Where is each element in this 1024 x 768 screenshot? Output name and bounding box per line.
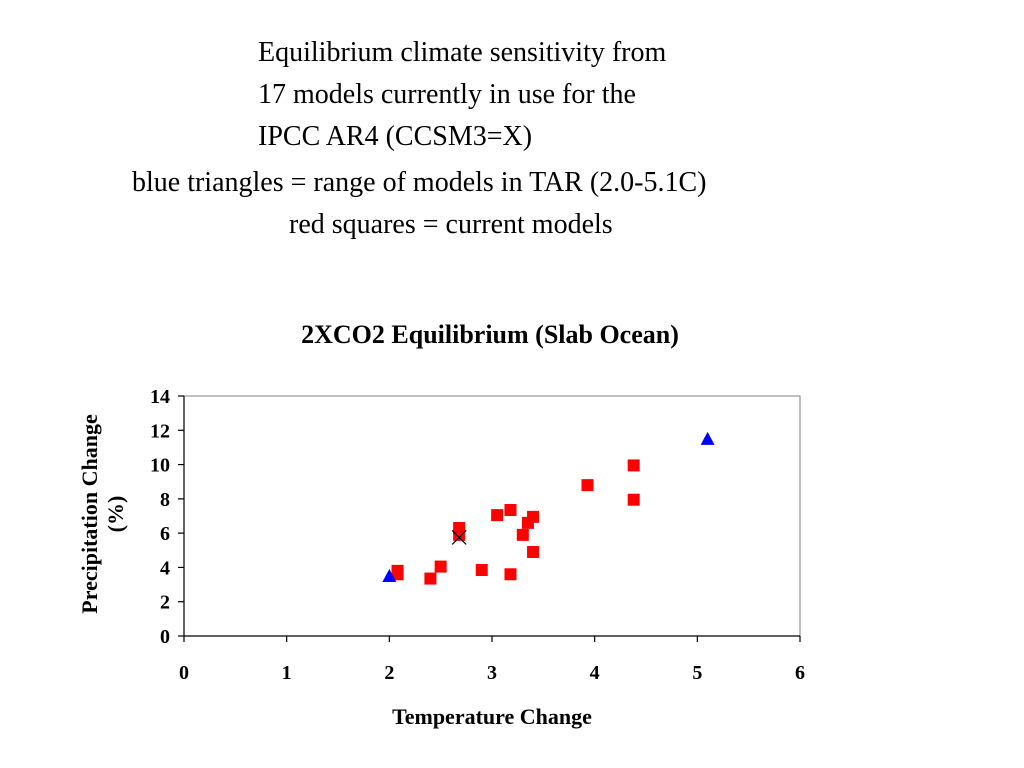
blue-triangle-point: [700, 431, 715, 445]
red-square-point: [516, 528, 529, 541]
red-square-point: [627, 493, 640, 506]
chart-title: 2XCO2 Equilibrium (Slab Ocean): [301, 320, 679, 349]
data-points: [382, 431, 715, 585]
red-square-point: [453, 528, 466, 541]
y-tick-label: 0: [160, 626, 170, 648]
red-square-point: [504, 568, 517, 581]
y-axis-label: Precipitation Change (%): [77, 414, 128, 614]
y-tick-label: 4: [160, 557, 170, 579]
red-square-point: [475, 564, 488, 576]
x-tick-label: 6: [795, 662, 805, 684]
y-axis-label-line-2: (%): [103, 496, 128, 533]
y-tick-label: 14: [150, 386, 170, 408]
x-tick-label: 1: [282, 662, 292, 684]
red-square-point: [391, 568, 404, 581]
red-square-point: [627, 459, 640, 472]
slide-title-line-1: Equilibrium climate sensitivity from: [258, 37, 667, 68]
red-square-point: [504, 504, 517, 516]
red-square-point: [527, 510, 540, 523]
x-tick-label: 2: [384, 662, 394, 684]
x-tick-label: 4: [590, 662, 600, 684]
y-tick-label: 10: [150, 455, 170, 477]
y-axis-label-line-1: Precipitation Change: [77, 414, 102, 614]
slide-note-line-1: blue triangles = range of models in TAR …: [132, 167, 707, 198]
slide-title-line-2: 17 models currently in use for the: [258, 79, 636, 110]
y-tick-label: 2: [160, 592, 170, 614]
red-square-point: [434, 560, 447, 573]
y-tick-label: 12: [150, 420, 170, 442]
x-tick-label: 3: [487, 662, 497, 684]
red-square-point: [491, 509, 504, 522]
x-marker-stroke: [451, 530, 467, 545]
slide-note-line-2: red squares = current models: [289, 209, 613, 240]
blue-triangle-point: [382, 569, 397, 582]
x-tick-label: 5: [692, 662, 702, 684]
ccsm3-x-point: [451, 530, 467, 545]
x-tick-label: 0: [179, 662, 189, 684]
red-square-point: [527, 546, 540, 558]
red-square-point: [581, 479, 594, 492]
x-axis-label: Temperature Change: [392, 704, 592, 729]
y-tick-label: 8: [160, 489, 170, 511]
red-square-point: [424, 572, 437, 585]
y-tick-label: 6: [160, 523, 170, 545]
slide-title-line-3: IPCC AR4 (CCSM3=X): [258, 121, 533, 152]
